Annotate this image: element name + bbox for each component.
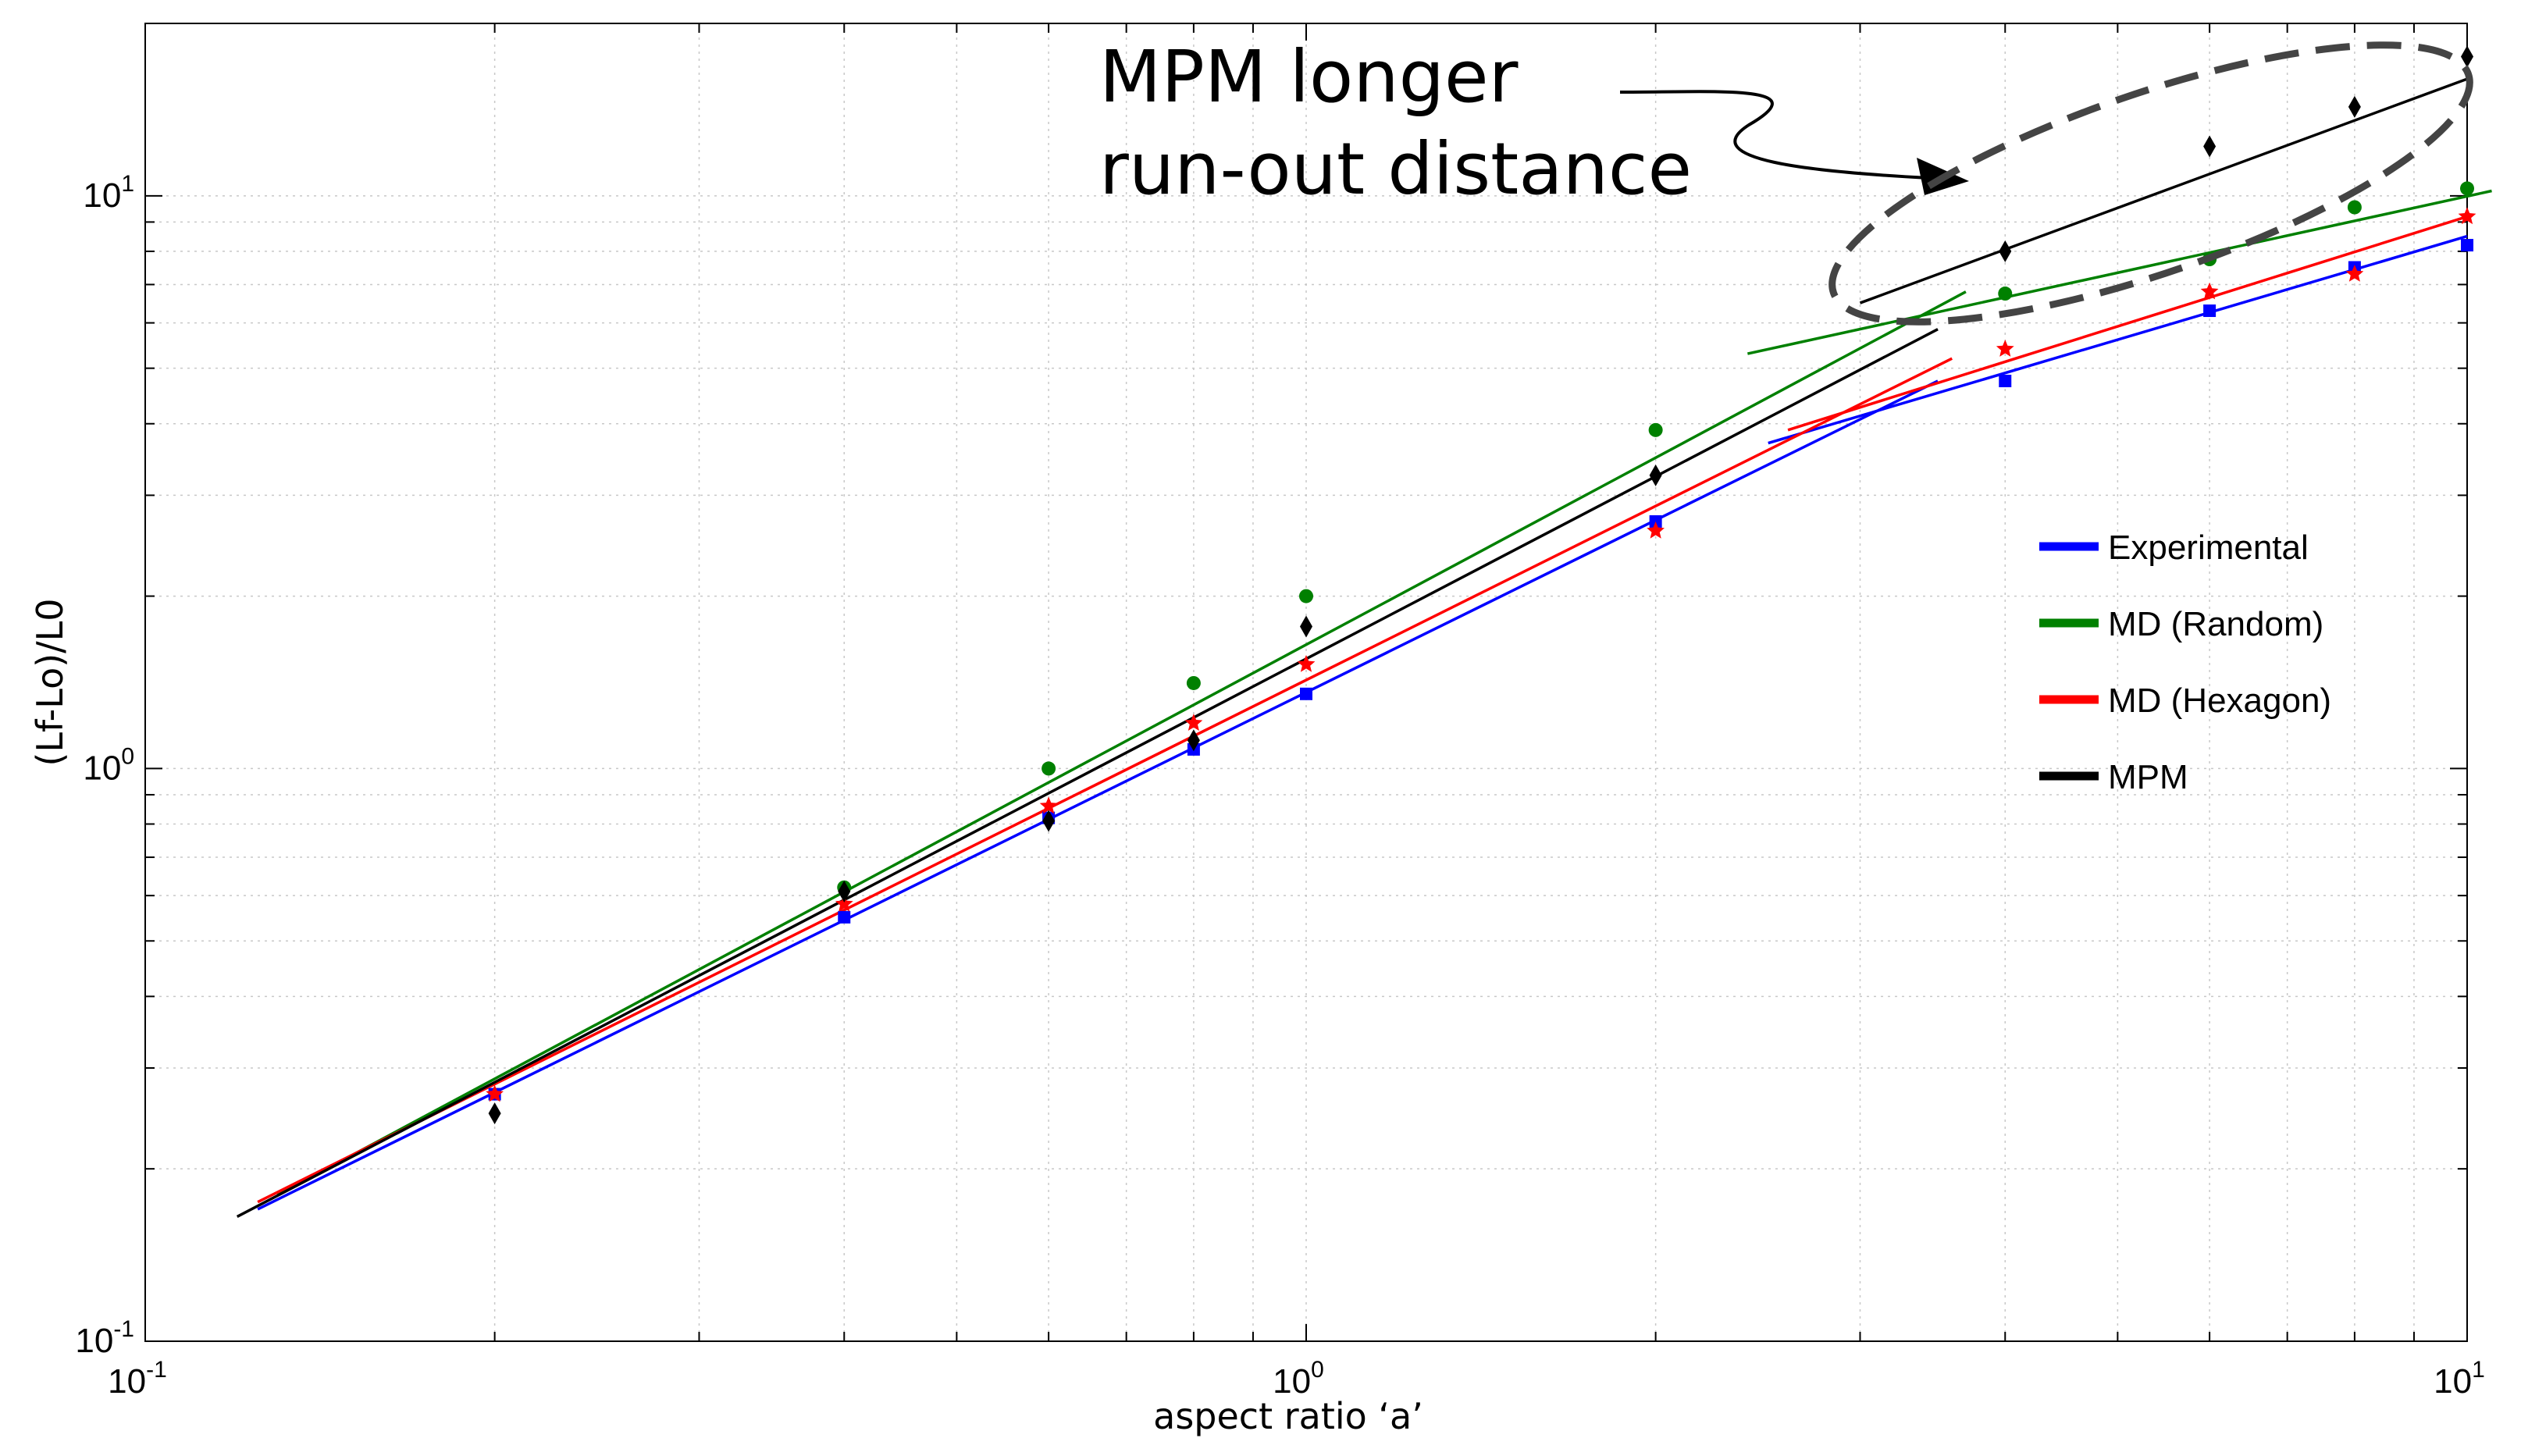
axis-ticks [144, 23, 2468, 1342]
annotation-text: run-out distance [1099, 127, 1692, 211]
experimental-marker [838, 910, 851, 924]
md-random-marker [2460, 181, 2474, 196]
y-tick-label: 10-1 [75, 1316, 134, 1360]
md-hexagon-marker [1297, 655, 1316, 672]
experimental-marker [1649, 514, 1662, 528]
x-tick-label: 10-1 [108, 1357, 167, 1401]
experimental-marker [1300, 687, 1312, 700]
md-hexagon-marker [835, 895, 853, 912]
y-tick-label: 100 [83, 743, 134, 787]
md-random-marker [1042, 761, 1056, 776]
md-hexagon-marker [1996, 340, 2014, 357]
annotation-arrow [1619, 90, 1929, 180]
mpm-marker [1187, 729, 1200, 752]
md-random-marker [1648, 422, 1663, 437]
fit-line [276, 290, 1967, 1197]
mpm-marker [2203, 135, 2217, 158]
legend-label: Experimental [2108, 529, 2309, 567]
highlight-ellipse [1828, 41, 2473, 326]
md-hexagon-marker [2345, 265, 2364, 282]
legend-label: MPM [2108, 758, 2188, 796]
grid [145, 23, 2467, 1341]
x-tick-label: 100 [1273, 1357, 1324, 1401]
mpm-marker [1999, 240, 2012, 262]
md-hexagon-marker [2200, 282, 2219, 300]
fit-line [257, 357, 1953, 1204]
md-random-marker [1299, 589, 1313, 603]
x-axis-label: aspect ratio ‘a’ [1153, 1395, 1423, 1437]
mpm-marker [2461, 45, 2473, 68]
mpm-marker [1649, 464, 1662, 486]
md-random-marker [1998, 287, 2013, 301]
tick-labels: 10-1 100 101 10-1 100 101 [75, 171, 2484, 1401]
md-hexagon-marker [1647, 522, 1665, 539]
y-tick-label: 101 [83, 171, 134, 215]
md-hexagon-marker [1039, 796, 1058, 814]
legend: Experimental MD (Random) MD (Hexagon) MPM [2039, 529, 2331, 796]
annotation-text: MPM longer [1099, 35, 1519, 119]
md-hexagon-marker [486, 1084, 504, 1102]
fit-line [1747, 189, 2492, 355]
md-hexagon-marker [2458, 207, 2476, 225]
mpm-marker [2348, 95, 2361, 118]
data-markers [486, 45, 2476, 1125]
mpm-marker [838, 880, 851, 902]
fit-line [1859, 77, 2468, 304]
fit-line [1787, 215, 2468, 432]
experimental-marker [2461, 239, 2473, 252]
mpm-marker [1042, 810, 1056, 832]
legend-label: MD (Random) [2108, 605, 2323, 643]
experimental-marker [1999, 375, 2012, 388]
mpm-marker [1300, 615, 1312, 638]
legend-label: MD (Hexagon) [2108, 682, 2331, 720]
fit-lines [236, 77, 2492, 1219]
md-hexagon-marker [1184, 714, 1203, 731]
md-random-marker [2347, 200, 2362, 215]
y-axis-label: (Lf-Lo)/L0 [29, 598, 71, 766]
md-random-marker [1186, 675, 1201, 690]
fit-line [236, 328, 1939, 1219]
experimental-marker [2203, 304, 2217, 318]
x-tick-label: 101 [2434, 1357, 2485, 1401]
mpm-marker [488, 1102, 501, 1125]
